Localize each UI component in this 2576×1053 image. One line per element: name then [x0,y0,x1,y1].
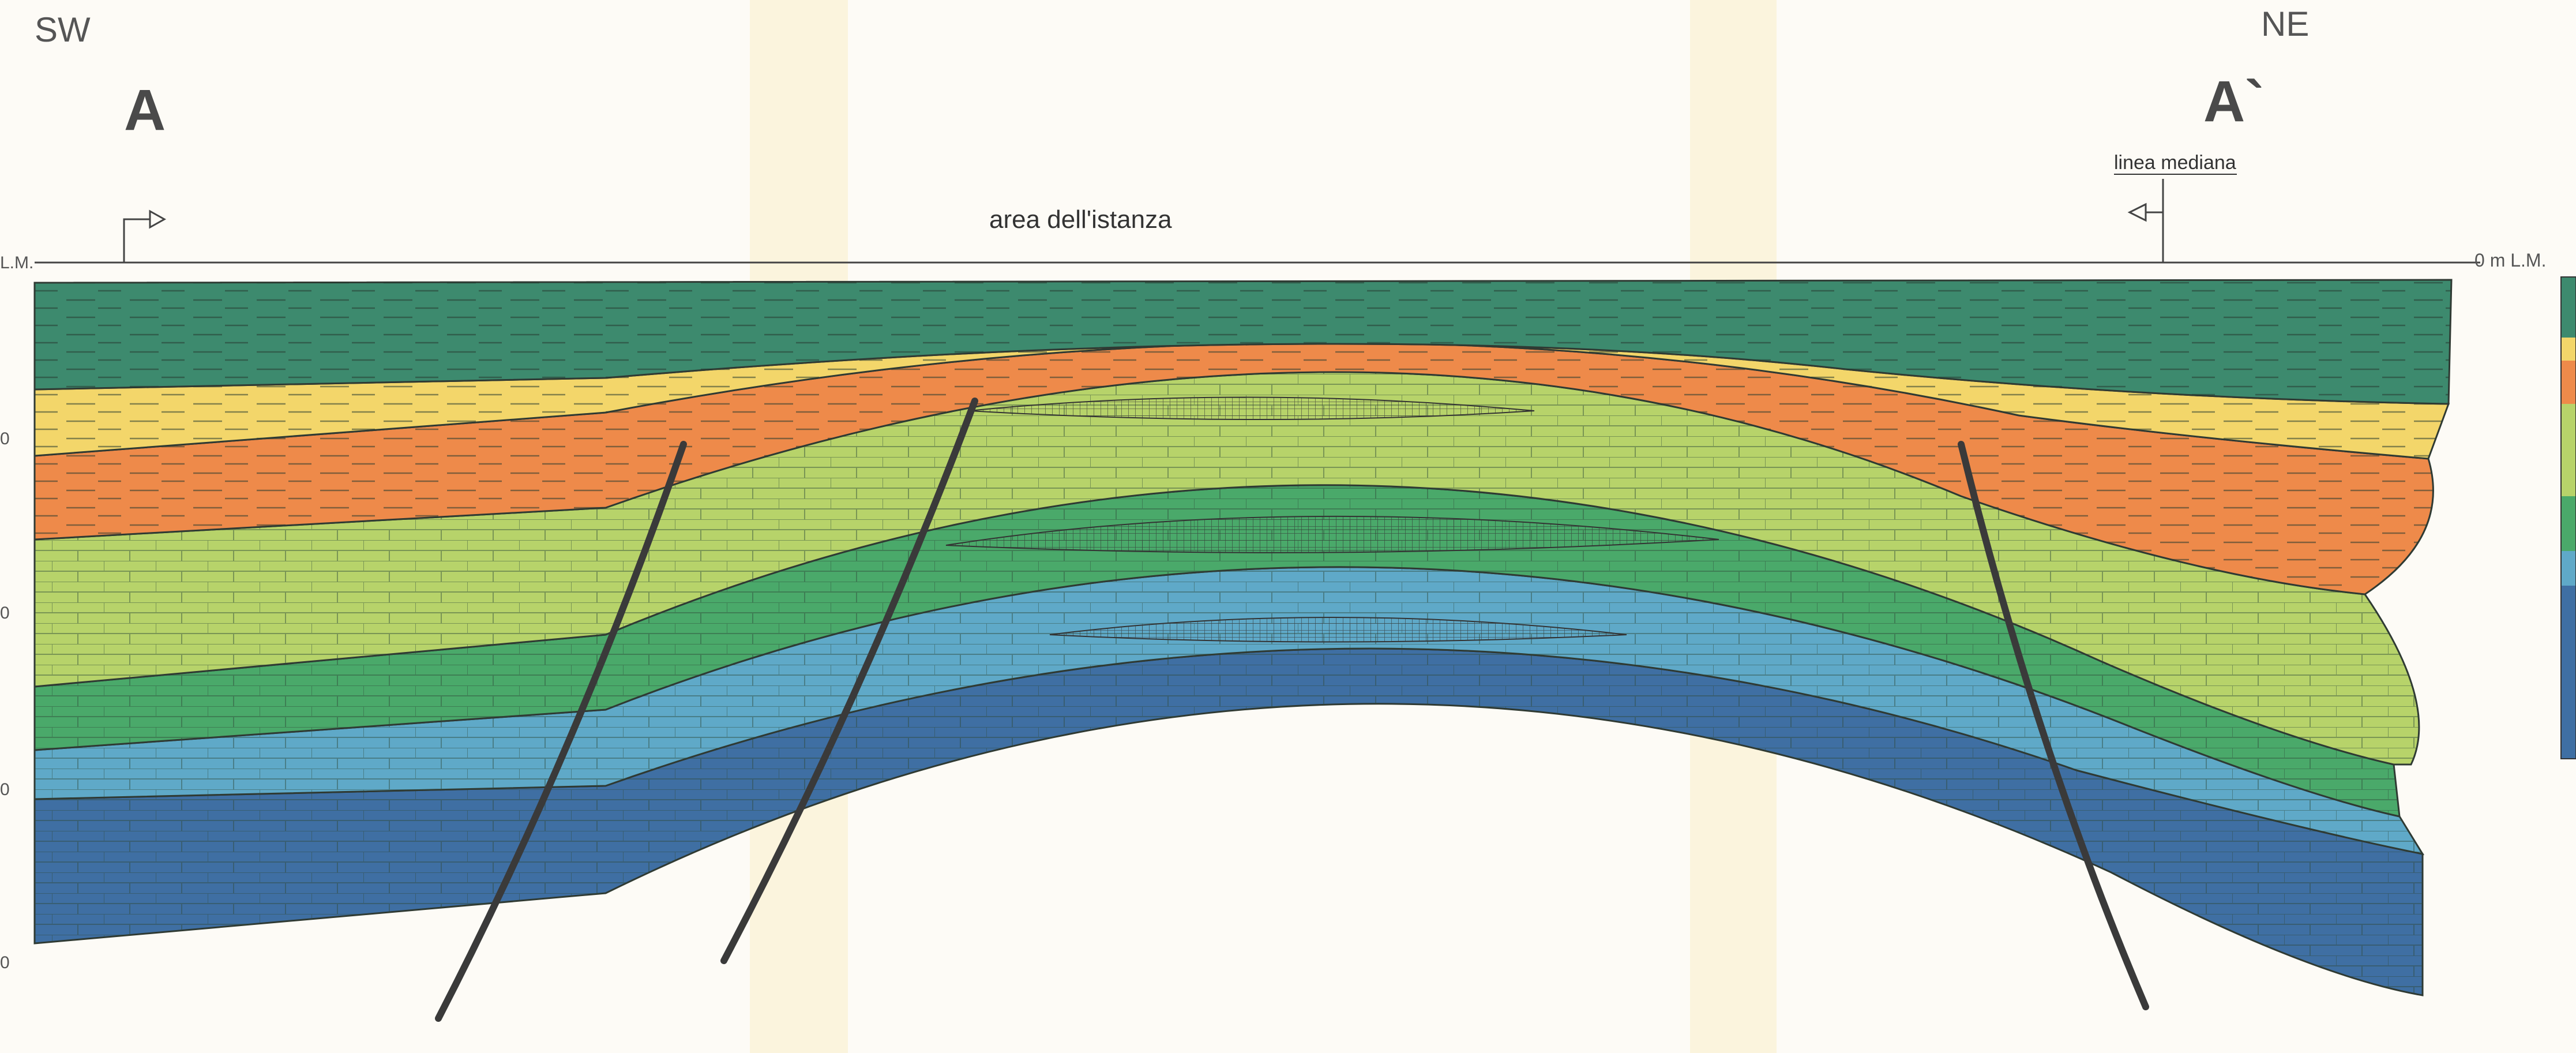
datum-left-label: L.M. [0,253,33,272]
orientation-sw-label: SW [35,10,91,49]
section-end-a-label: A [124,78,166,143]
faults [435,398,2149,1022]
fault-1 [435,441,687,1022]
area-label: area dell'istanza [989,205,1172,234]
section-end-a-prime-label: A` [2203,69,2265,134]
strata [33,279,2453,996]
median-line-label: linea mediana [2114,152,2236,174]
fault-2 [720,398,978,964]
depth-tick-1: 0 [0,429,10,448]
area-end-flag-icon [2127,179,2164,263]
datum-right-label: 0 m L.M. [2474,250,2546,271]
orientation-ne-label: NE [2261,5,2309,43]
lens-upper [968,396,1535,420]
depth-tick-4: 0 [0,953,10,972]
depth-tick-2: 0 [0,604,10,623]
area-start-flag-icon [123,209,167,263]
depth-tick-3: 0 [0,780,10,799]
lens-middle [945,515,1719,553]
fault-3 [1958,441,2149,1010]
legend-color-strip [2560,276,2576,759]
lens-lower [1049,617,1627,643]
